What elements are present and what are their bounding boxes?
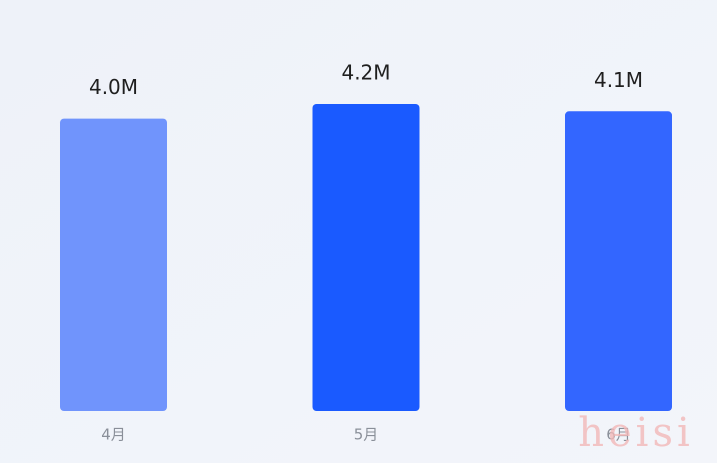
value-label: 4.0M — [89, 75, 138, 99]
value-label: 4.1M — [594, 68, 643, 92]
watermark: heisi — [578, 410, 694, 456]
bar — [312, 104, 420, 411]
x-tick-label: 6月 — [606, 426, 631, 444]
bar — [60, 118, 167, 411]
value-label: 4.2M — [341, 61, 390, 85]
x-tick-label: 5月 — [354, 426, 379, 444]
x-tick-label: 4月 — [101, 426, 126, 444]
bar — [565, 111, 672, 412]
